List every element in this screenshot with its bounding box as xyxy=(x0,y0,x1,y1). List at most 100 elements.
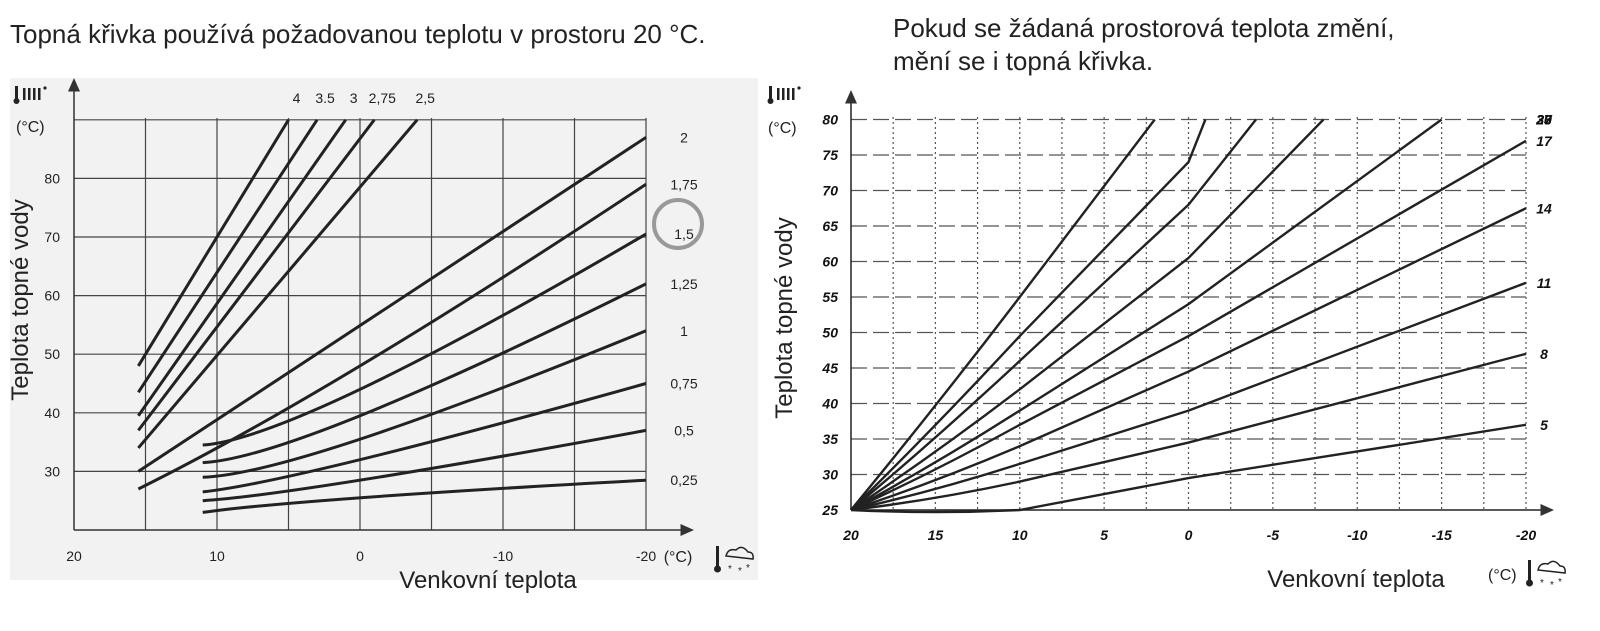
curve-1-5 xyxy=(202,232,647,447)
curve-1-25 xyxy=(202,282,647,465)
y-tick-label: 45 xyxy=(821,360,838,376)
x-tick-label: 20 xyxy=(66,548,82,564)
y-tick-label: 30 xyxy=(44,463,60,479)
x-tick-label: -10 xyxy=(1347,527,1367,543)
curve-0-25 xyxy=(202,478,647,514)
thermometer-snow-cloud-icon: * * * xyxy=(1526,560,1566,591)
curve-0-5 xyxy=(202,428,647,503)
y-tick-label: 35 xyxy=(822,431,838,447)
curve-14 xyxy=(850,207,1527,512)
curve-2-5 xyxy=(137,118,419,449)
curve-label: 1,25 xyxy=(670,276,697,292)
x-tick-label: -5 xyxy=(1267,527,1280,543)
y-tick-label: 75 xyxy=(822,147,838,163)
right-chart: 20 15 10 5 0 -5 -10 -15 -20253035404550556065707… xyxy=(767,86,1566,593)
curve-label: 14 xyxy=(1536,200,1552,216)
curve-3-5 xyxy=(137,118,319,394)
left-x-unit: (°C) xyxy=(664,549,693,566)
curve-11 xyxy=(850,281,1527,512)
left-caption: Topná křivka používá požadovanou teplotu… xyxy=(10,19,706,49)
right-y-axis-label: Teplota topné vody xyxy=(771,217,798,418)
curve-27 xyxy=(850,118,1257,511)
x-tick-label: -20 xyxy=(1516,527,1536,543)
curve-20 xyxy=(850,118,1443,512)
curve-label: 4 xyxy=(293,90,301,106)
y-tick-label: 60 xyxy=(44,288,60,304)
curve-2 xyxy=(137,136,647,473)
x-tick-label: 20 xyxy=(842,527,859,543)
right-y-unit: (°C) xyxy=(768,120,797,137)
curve-label: 2,5 xyxy=(415,90,435,106)
y-tick-label: 70 xyxy=(44,229,60,245)
curve-8 xyxy=(850,352,1527,512)
curve-label: 11 xyxy=(1537,275,1552,291)
curve-label: 1,75 xyxy=(670,176,697,192)
y-tick-label: 65 xyxy=(822,218,838,234)
right-caption-line-2: mění se i topná křivka. xyxy=(893,46,1154,76)
curve-1 xyxy=(202,329,647,479)
x-tick-label: 0 xyxy=(1185,527,1193,543)
y-tick-label: 30 xyxy=(822,467,838,483)
y-tick-label: 40 xyxy=(821,396,838,412)
x-tick-label: 10 xyxy=(1012,527,1028,543)
right-x-axis-label: Venkovní teplota xyxy=(1267,566,1445,593)
x-tick-label: -10 xyxy=(493,548,513,564)
curve-17 xyxy=(850,139,1527,512)
curve-label: 23 xyxy=(1535,112,1552,128)
curve-0-75 xyxy=(202,382,647,494)
right-caption-line-1: Pokud se žádaná prostorová teplota změní… xyxy=(893,13,1395,43)
curve-label: 0,25 xyxy=(670,472,697,488)
left-x-axis-label: Venkovní teplota xyxy=(399,567,577,594)
left-y-axis-label: Teplota topné vody xyxy=(7,199,34,400)
curve-label: 0,5 xyxy=(674,422,694,438)
radiator-thermometer-icon xyxy=(767,86,801,104)
curve-1-75 xyxy=(137,183,647,491)
svg-text:*: * xyxy=(728,564,732,575)
svg-text:*: * xyxy=(746,563,750,574)
x-tick-label: 10 xyxy=(209,548,225,564)
y-tick-label: 50 xyxy=(822,325,838,341)
x-tick-label: 15 xyxy=(928,527,944,543)
curve-label: 17 xyxy=(1536,133,1553,149)
left-chart-curves xyxy=(137,118,647,514)
curve-label: 27 xyxy=(1535,112,1553,128)
curve-label: 3 xyxy=(350,90,358,106)
curve-5 xyxy=(850,423,1527,514)
right-chart-curves xyxy=(850,118,1527,514)
svg-text:*: * xyxy=(738,566,742,577)
curve-label: 1,5 xyxy=(674,226,694,242)
curve-4 xyxy=(137,119,290,367)
left-chart: 20 10 0 -10 -20 30 40 50 60 70 80 4 3.5 3 2,75 2,5 2 1,75… xyxy=(7,78,758,594)
curve-30 xyxy=(850,119,1207,511)
right-chart-labels: 20 15 10 5 0 -5 -10 -15 -20253035404550556065707… xyxy=(821,112,1553,544)
y-tick-label: 80 xyxy=(822,112,838,128)
y-tick-label: 60 xyxy=(822,254,838,270)
curve-33 xyxy=(850,118,1156,511)
x-tick-label: 5 xyxy=(1100,527,1108,543)
curve-label: 3.5 xyxy=(315,90,335,106)
svg-text:*: * xyxy=(1558,577,1562,588)
left-y-unit: (°C) xyxy=(16,119,45,136)
svg-text:*: * xyxy=(1540,578,1544,589)
y-tick-label: 70 xyxy=(822,183,838,199)
highlight-ring xyxy=(652,198,704,250)
curve-label: 2 xyxy=(680,129,688,145)
right-x-unit: (°C) xyxy=(1488,567,1517,584)
thermometer-snow-cloud-icon: * * * xyxy=(714,546,754,577)
curve-label: 33 xyxy=(1536,112,1552,128)
radiator-thermometer-icon xyxy=(13,86,47,104)
curve-3 xyxy=(137,118,347,417)
y-tick-label: 55 xyxy=(822,289,838,305)
curve-label: 0,75 xyxy=(670,376,697,392)
curve-label: 2,75 xyxy=(369,90,396,106)
curve-label: 1 xyxy=(680,323,688,339)
y-tick-label: 80 xyxy=(44,170,60,186)
y-tick-label: 25 xyxy=(821,502,838,518)
curve-label: 30 xyxy=(1536,112,1552,128)
curve-2-75 xyxy=(137,118,376,432)
y-tick-label: 40 xyxy=(44,405,60,421)
x-tick-label: 0 xyxy=(356,548,364,564)
curve-23 xyxy=(850,118,1325,511)
x-tick-label: -15 xyxy=(1432,527,1452,543)
curve-label: 5 xyxy=(1540,417,1548,433)
